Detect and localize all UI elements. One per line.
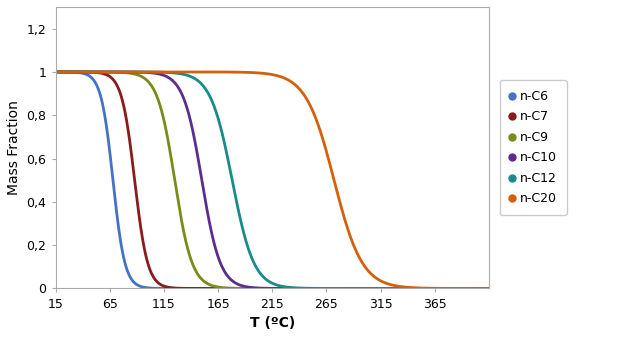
Line: n-C10: n-C10 [56, 72, 489, 288]
n-C12 [375, 286, 382, 290]
n-C6 [52, 70, 60, 74]
n-C12 [334, 286, 341, 290]
n-C10 [312, 286, 319, 290]
n-C12 [408, 286, 416, 290]
n-C9 [218, 285, 225, 289]
n-C9 [130, 72, 138, 76]
n-C12 [52, 70, 60, 74]
n-C10 [130, 70, 138, 74]
Line: n-C9: n-C9 [56, 72, 489, 288]
n-C10 [485, 286, 493, 290]
n-C9 [52, 70, 60, 74]
Line: n-C12: n-C12 [56, 72, 489, 288]
n-C6 [218, 286, 225, 290]
n-C7 [408, 286, 416, 290]
n-C7 [218, 286, 225, 290]
n-C6 [334, 286, 341, 290]
n-C20 [312, 116, 319, 120]
n-C10 [218, 263, 225, 267]
n-C12 [485, 286, 493, 290]
n-C6 [408, 286, 416, 290]
n-C20 [334, 191, 341, 195]
n-C20 [485, 286, 493, 290]
n-C12 [312, 286, 319, 290]
Legend: n-C6, n-C7, n-C9, n-C10, n-C12, n-C20: n-C6, n-C7, n-C9, n-C10, n-C12, n-C20 [500, 80, 567, 215]
n-C20 [218, 70, 225, 74]
n-C9 [408, 286, 416, 290]
n-C7 [52, 70, 60, 74]
n-C7 [375, 286, 382, 290]
n-C10 [334, 286, 341, 290]
n-C9 [334, 286, 341, 290]
n-C7 [334, 286, 341, 290]
n-C20 [408, 285, 416, 289]
n-C10 [52, 70, 60, 74]
Line: n-C6: n-C6 [56, 72, 489, 288]
n-C20 [130, 70, 138, 74]
n-C7 [130, 175, 138, 179]
n-C9 [312, 286, 319, 290]
Line: n-C20: n-C20 [56, 72, 489, 288]
n-C10 [375, 286, 382, 290]
n-C6 [485, 286, 493, 290]
X-axis label: T (ºC): T (ºC) [250, 316, 295, 330]
n-C9 [485, 286, 493, 290]
n-C7 [485, 286, 493, 290]
n-C6 [375, 286, 382, 290]
n-C20 [375, 278, 382, 282]
Y-axis label: Mass Fraction: Mass Fraction [7, 100, 21, 195]
n-C12 [218, 127, 225, 131]
n-C10 [408, 286, 416, 290]
n-C6 [312, 286, 319, 290]
n-C9 [375, 286, 382, 290]
Line: n-C7: n-C7 [56, 72, 489, 288]
n-C7 [312, 286, 319, 290]
n-C12 [130, 70, 138, 74]
n-C6 [130, 280, 138, 284]
n-C20 [52, 70, 60, 74]
